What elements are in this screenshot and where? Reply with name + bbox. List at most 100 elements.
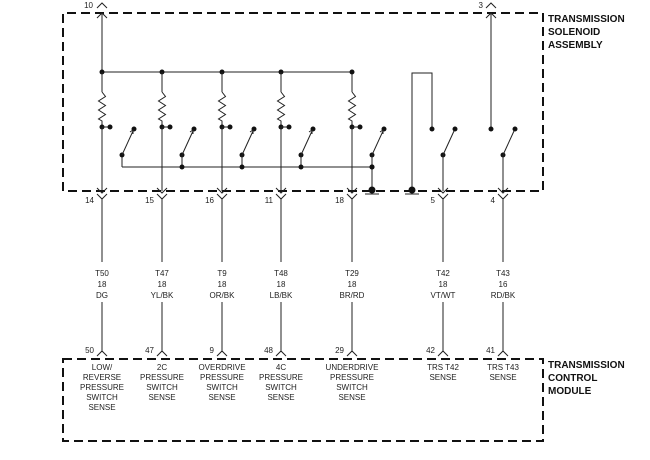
- module-function-label: LOW/: [92, 363, 113, 372]
- connector-icon: [485, 12, 497, 19]
- module-function-label: SWITCH: [265, 383, 297, 392]
- wire-gauge-label: 18: [218, 280, 227, 289]
- resistor-icon: [276, 91, 286, 127]
- junction-dot: [349, 69, 355, 75]
- wire-circuit-label: T29: [345, 269, 359, 278]
- module-function-label: PRESSURE: [200, 373, 244, 382]
- solenoid-pin-label: 14: [85, 196, 94, 205]
- module-function-label: UNDERDRIVE: [326, 363, 379, 372]
- module-function-label: SENSE: [88, 403, 115, 412]
- solenoid-pin-label: 15: [145, 196, 154, 205]
- module-function-label: SENSE: [148, 393, 175, 402]
- module-function-label: SENSE: [338, 393, 365, 402]
- wire-color-label: RD/BK: [491, 291, 516, 300]
- connector-icon: [275, 187, 287, 194]
- solenoid-assembly-boundary: [62, 12, 544, 192]
- wire-color-label: LB/BK: [270, 291, 293, 300]
- module-function-label: SWITCH: [336, 383, 368, 392]
- wire-gauge-label: 18: [348, 280, 357, 289]
- module-function-label: 2C: [157, 363, 167, 372]
- connector-icon: [497, 187, 509, 194]
- contact-dot: [488, 126, 494, 132]
- connector-icon: [96, 2, 108, 9]
- control-module-title: CONTROL: [548, 373, 597, 384]
- wire-circuit-label: T42: [436, 269, 450, 278]
- connector-icon: [96, 12, 108, 19]
- junction-dot: [179, 164, 185, 170]
- module-pin-label: 50: [85, 346, 94, 355]
- switch-icon: [502, 130, 515, 156]
- wire-circuit-label: T9: [217, 269, 227, 278]
- junction-dot: [227, 124, 233, 130]
- module-pin-label: 42: [426, 346, 435, 355]
- switch-icon: [241, 130, 254, 156]
- resistor-icon: [217, 91, 227, 127]
- connector-icon: [216, 350, 228, 357]
- wire-circuit-label: T48: [274, 269, 288, 278]
- module-function-label: TRS T42: [427, 363, 459, 372]
- module-pin-label: 48: [264, 346, 273, 355]
- solenoid-assembly-title: TRANSMISSION: [548, 14, 625, 25]
- switch-icon: [442, 130, 455, 156]
- module-function-label: TRS T43: [487, 363, 519, 372]
- wire-color-label: VT/WT: [431, 291, 456, 300]
- solenoid-pin-label: 18: [335, 196, 344, 205]
- switch-arrow-icon: [379, 129, 384, 134]
- module-pin-label: 41: [486, 346, 495, 355]
- switch-icon: [181, 130, 194, 156]
- wire-color-label: BR/RD: [340, 291, 365, 300]
- wire-circuit-label: T43: [496, 269, 510, 278]
- wire-gauge-label: 18: [158, 280, 167, 289]
- module-function-label: SENSE: [267, 393, 294, 402]
- switch-icon: [300, 130, 313, 156]
- module-function-label: PRESSURE: [140, 373, 184, 382]
- ground-icon: [408, 186, 416, 194]
- module-function-label: SENSE: [429, 373, 456, 382]
- module-function-label: PRESSURE: [80, 383, 124, 392]
- junction-dot: [298, 164, 304, 170]
- junction-dot: [107, 124, 113, 130]
- wire-color-label: DG: [96, 291, 108, 300]
- ground-loop-wire: [411, 72, 433, 191]
- control-module-title: MODULE: [548, 386, 592, 397]
- static-lines: [62, 12, 544, 442]
- solenoid-assembly-title: SOLENOID: [548, 27, 600, 38]
- wire-color-label: OR/BK: [210, 291, 236, 300]
- connector-icon: [156, 350, 168, 357]
- wire-gauge-label: 18: [277, 280, 286, 289]
- solenoid-pin-label: 16: [205, 196, 214, 205]
- module-function-label: SWITCH: [206, 383, 238, 392]
- switch-icon: [121, 130, 134, 156]
- connector-icon: [96, 187, 108, 194]
- module-pin-label: 9: [210, 346, 215, 355]
- connector-icon: [437, 350, 449, 357]
- module-function-label: SENSE: [208, 393, 235, 402]
- connector-icon: [96, 350, 108, 357]
- module-function-label: SWITCH: [146, 383, 178, 392]
- control-module-boundary: [62, 358, 544, 442]
- wire-circuit-label: T47: [155, 269, 169, 278]
- module-function-label: REVERSE: [83, 373, 121, 382]
- junction-dot: [512, 126, 518, 132]
- solenoid-pin-label: 4: [491, 196, 496, 205]
- connector-icon: [437, 187, 449, 194]
- junction-dot: [369, 164, 375, 170]
- solenoid-pin-label: 11: [265, 196, 274, 205]
- resistor-icon: [97, 91, 107, 127]
- connector-icon: [216, 187, 228, 194]
- connector-icon: [275, 350, 287, 357]
- wire-gauge-label: 16: [499, 280, 508, 289]
- generated-elements: 10 3 TRANSMISSION SOLENOID ASSEMBLY TRANSMISS…: [80, 1, 625, 412]
- module-function-label: PRESSURE: [330, 373, 374, 382]
- solenoid-pin-label: 5: [431, 196, 436, 205]
- connector-icon: [485, 2, 497, 9]
- resistor-icon: [157, 91, 167, 127]
- solenoid-assembly-title: ASSEMBLY: [548, 40, 603, 51]
- wire-circuit-label: T50: [95, 269, 109, 278]
- contact-dot: [429, 126, 435, 132]
- connector-icon: [346, 350, 358, 357]
- switch-icon: [371, 130, 384, 156]
- junction-dot: [239, 164, 245, 170]
- junction-dot: [357, 124, 363, 130]
